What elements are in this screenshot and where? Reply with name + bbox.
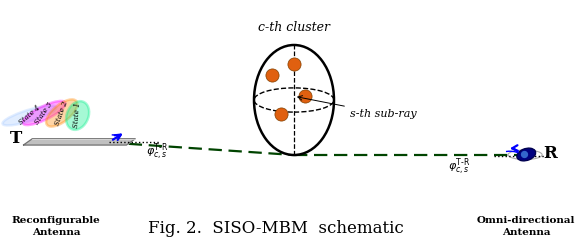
Ellipse shape [23, 101, 65, 125]
Point [289, 62, 299, 66]
Text: $\varphi_{c,s}^{\mathrm{T\text{-}R}}$: $\varphi_{c,s}^{\mathrm{T\text{-}R}}$ [146, 141, 168, 162]
Point [519, 152, 529, 156]
Text: Omni-directional
Antenna: Omni-directional Antenna [477, 216, 576, 237]
Ellipse shape [2, 106, 56, 126]
Text: State 3: State 3 [34, 100, 55, 126]
Ellipse shape [517, 148, 536, 161]
Text: s-th sub-ray: s-th sub-ray [298, 96, 416, 119]
Text: T: T [10, 130, 22, 147]
Text: State 1: State 1 [72, 102, 83, 128]
Point [267, 73, 276, 77]
Ellipse shape [46, 100, 78, 126]
Text: R: R [543, 145, 557, 162]
Text: $\varphi_{c,s}^{\mathrm{T\text{-}R}}$: $\varphi_{c,s}^{\mathrm{T\text{-}R}}$ [448, 156, 470, 177]
Point [276, 112, 286, 116]
Point [300, 94, 309, 98]
Text: State 2: State 2 [54, 100, 70, 126]
Text: Fig. 2.  SISO-MBM  schematic: Fig. 2. SISO-MBM schematic [149, 220, 404, 237]
Text: Reconfigurable
Antenna: Reconfigurable Antenna [12, 216, 100, 237]
Ellipse shape [254, 45, 334, 155]
Ellipse shape [66, 101, 89, 130]
Polygon shape [24, 139, 135, 145]
Text: State 4: State 4 [17, 104, 42, 127]
Text: c-th cluster: c-th cluster [258, 21, 330, 34]
